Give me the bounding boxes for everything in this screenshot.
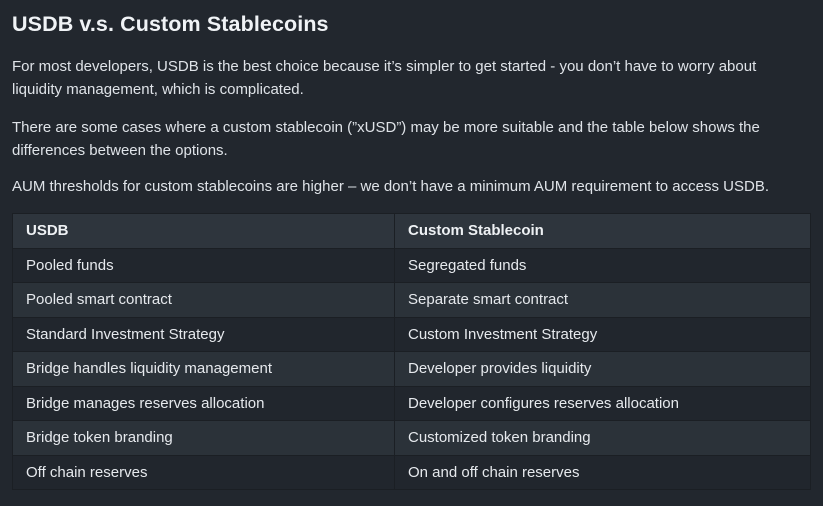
table-row: Pooled smart contract Separate smart con…: [12, 282, 811, 318]
table-cell-usdb: Bridge token branding: [12, 420, 395, 456]
aum-paragraph: AUM thresholds for custom stablecoins ar…: [12, 178, 769, 195]
table-cell-custom: Customized token branding: [394, 420, 811, 456]
column-header-usdb: USDB: [12, 213, 395, 249]
table-cell-custom: On and off chain reserves: [394, 454, 811, 490]
table-row: Bridge manages reserves allocation Devel…: [12, 385, 811, 421]
page-title: USDB v.s. Custom Stablecoins: [12, 12, 329, 36]
table-header-row: USDB Custom Stablecoin: [12, 213, 811, 249]
table-cell-usdb: Bridge handles liquidity management: [12, 351, 395, 387]
intro-paragraph: For most developers, USDB is the best ch…: [12, 58, 757, 98]
table-cell-custom: Custom Investment Strategy: [394, 316, 811, 352]
table-row: Pooled funds Segregated funds: [12, 247, 811, 283]
table-cell-custom: Developer configures reserves allocation: [394, 385, 811, 421]
table-cell-usdb: Pooled smart contract: [12, 282, 395, 318]
cases-paragraph: There are some cases where a custom stab…: [12, 119, 760, 159]
table-row: Off chain reserves On and off chain rese…: [12, 454, 811, 490]
table-row: Bridge token branding Customized token b…: [12, 420, 811, 456]
table-cell-custom: Developer provides liquidity: [394, 351, 811, 387]
table-cell-usdb: Pooled funds: [12, 247, 395, 283]
table-cell-custom: Separate smart contract: [394, 282, 811, 318]
table-cell-usdb: Off chain reserves: [12, 454, 395, 490]
table-cell-usdb: Bridge manages reserves allocation: [12, 385, 395, 421]
table-cell-usdb: Standard Investment Strategy: [12, 316, 395, 352]
column-header-custom-stablecoin: Custom Stablecoin: [394, 213, 811, 249]
table-row: Standard Investment Strategy Custom Inve…: [12, 316, 811, 352]
comparison-table: USDB Custom Stablecoin Pooled funds Segr…: [12, 213, 811, 490]
table-row: Bridge handles liquidity management Deve…: [12, 351, 811, 387]
table-cell-custom: Segregated funds: [394, 247, 811, 283]
